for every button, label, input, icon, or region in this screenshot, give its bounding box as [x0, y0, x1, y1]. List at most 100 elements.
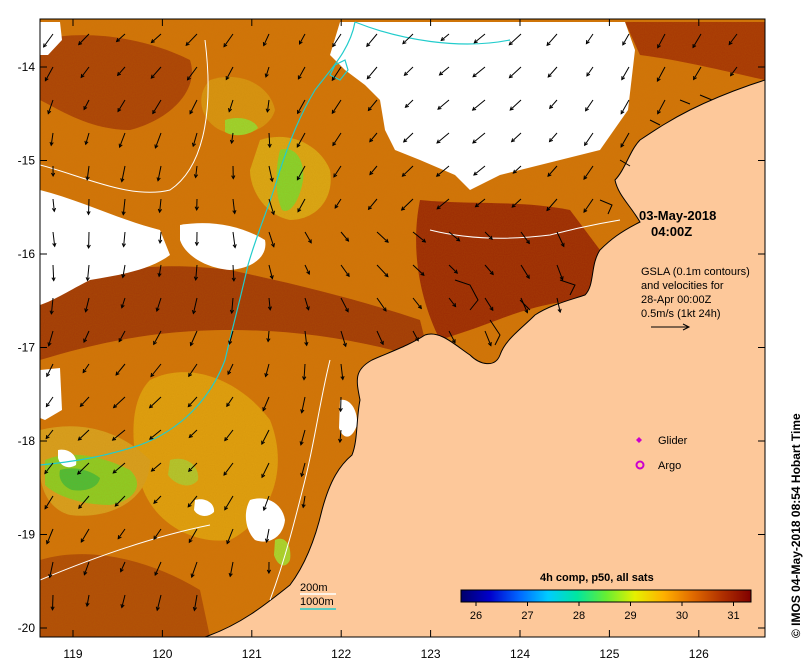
velocity-arrowhead — [489, 270, 494, 276]
velocity-arrowhead — [190, 573, 195, 579]
velocity-arrowhead — [112, 469, 117, 474]
gsla-line-3: 28-Apr 00:00Z — [641, 294, 712, 306]
velocity-arrowhead — [157, 208, 163, 214]
velocity-arrowhead — [417, 304, 422, 310]
velocity-arrowhead — [384, 238, 389, 243]
velocity-arrow — [585, 33, 594, 44]
velocity-arrowhead — [77, 41, 83, 46]
velocity-arrowhead — [188, 538, 193, 544]
velocity-arrowhead — [228, 340, 233, 346]
velocity-arrowhead — [586, 72, 591, 77]
velocity-arrowhead — [46, 372, 50, 378]
velocity-arrow — [159, 198, 162, 213]
isobath-200m — [40, 39, 621, 601]
velocity-arrow — [149, 429, 162, 440]
isobath-1000m — [40, 21, 511, 466]
velocity-arrowhead — [436, 139, 441, 144]
velocity-arrowhead — [380, 340, 384, 346]
velocity-arrow — [152, 99, 162, 114]
velocity-arrow — [80, 396, 90, 407]
velocity-arrowhead — [585, 40, 590, 45]
velocity-arrow — [302, 495, 306, 508]
velocity-arrow — [231, 132, 234, 144]
velocity-arrowhead — [186, 76, 191, 81]
velocity-arrowhead — [51, 207, 57, 213]
velocity-arrow — [448, 297, 456, 307]
velocity-arrowhead — [153, 535, 158, 541]
velocity-arrowhead — [153, 499, 158, 504]
velocity-arrow — [112, 462, 126, 474]
velocity-arrow — [376, 264, 389, 277]
velocity-arrow — [511, 132, 522, 143]
velocity-arrowhead — [150, 372, 155, 378]
velocity-arrowhead — [191, 142, 197, 148]
x-tick-label: 124 — [510, 647, 530, 661]
velocity-arrowhead — [420, 271, 425, 277]
velocity-arrow — [268, 198, 275, 215]
velocity-arrowhead — [585, 107, 589, 112]
velocity-arrow — [228, 99, 234, 112]
velocity-arrowhead — [111, 436, 117, 441]
velocity-arrowhead — [47, 342, 52, 347]
y-tick-label: -15 — [18, 154, 36, 168]
velocity-arrowhead — [549, 104, 554, 110]
gsla-line-4: 0.5m/s (1kt 24h) — [641, 308, 720, 320]
velocity-arrowhead — [453, 269, 459, 274]
x-tick-label: 119 — [63, 647, 82, 661]
velocity-arrowhead — [267, 306, 272, 311]
velocity-arrowhead — [150, 467, 156, 472]
velocity-arrow — [511, 198, 522, 208]
velocity-arrowhead — [366, 42, 371, 48]
velocity-arrow — [121, 594, 126, 608]
velocity-arrowhead — [264, 538, 270, 544]
velocity-arrowhead — [187, 403, 192, 408]
velocity-arrow — [448, 264, 458, 274]
velocity-arrowhead — [620, 110, 625, 115]
velocity-arrowhead — [185, 41, 190, 47]
velocity-arrowhead — [187, 467, 193, 473]
velocity-arrowhead — [267, 143, 272, 149]
velocity-arrowhead — [262, 506, 267, 512]
velocity-arrowhead — [621, 76, 626, 81]
velocity-arrowhead — [229, 309, 235, 315]
velocity-arrow — [261, 429, 270, 445]
velocity-arrowhead — [44, 77, 49, 82]
velocity-arrowhead — [84, 308, 89, 313]
velocity-arrow — [331, 66, 342, 81]
velocity-arrow — [190, 330, 198, 346]
velocity-arrow — [303, 363, 306, 380]
velocity-arrow — [122, 198, 126, 215]
velocity-arrowhead — [264, 73, 269, 78]
velocity-arrowhead — [525, 274, 530, 280]
velocity-arrow — [195, 165, 198, 178]
velocity-arrowhead — [296, 143, 301, 148]
velocity-arrowhead — [118, 338, 123, 343]
velocity-arrow — [376, 297, 387, 312]
velocity-arrow — [340, 231, 349, 242]
velocity-arrowhead — [51, 277, 56, 282]
velocity-arrowhead — [583, 208, 588, 213]
velocity-arrow — [262, 396, 270, 411]
y-tick-label: -14 — [18, 60, 36, 74]
velocity-arrow — [80, 66, 90, 78]
velocity-arrow — [123, 231, 126, 247]
velocity-arrowhead — [345, 272, 350, 278]
velocity-arrowhead — [437, 105, 442, 110]
velocity-arrowhead — [48, 573, 53, 579]
velocity-arrowhead — [367, 106, 372, 112]
velocity-arrow — [122, 264, 126, 278]
velocity-arrow — [80, 528, 90, 543]
velocity-arrowhead — [77, 436, 82, 441]
velocity-arrowhead — [299, 40, 303, 45]
velocity-arrow — [299, 33, 306, 45]
velocity-arrowhead — [266, 569, 272, 575]
velocity-arrowhead — [487, 342, 492, 347]
velocity-arrow — [340, 363, 344, 380]
velocity-arrowhead — [404, 103, 409, 109]
velocity-arrowhead — [338, 438, 343, 444]
velocity-arrowhead — [154, 144, 159, 149]
velocity-arrowhead — [489, 306, 494, 312]
velocity-arrow — [223, 33, 234, 47]
velocity-arrow — [520, 264, 530, 279]
